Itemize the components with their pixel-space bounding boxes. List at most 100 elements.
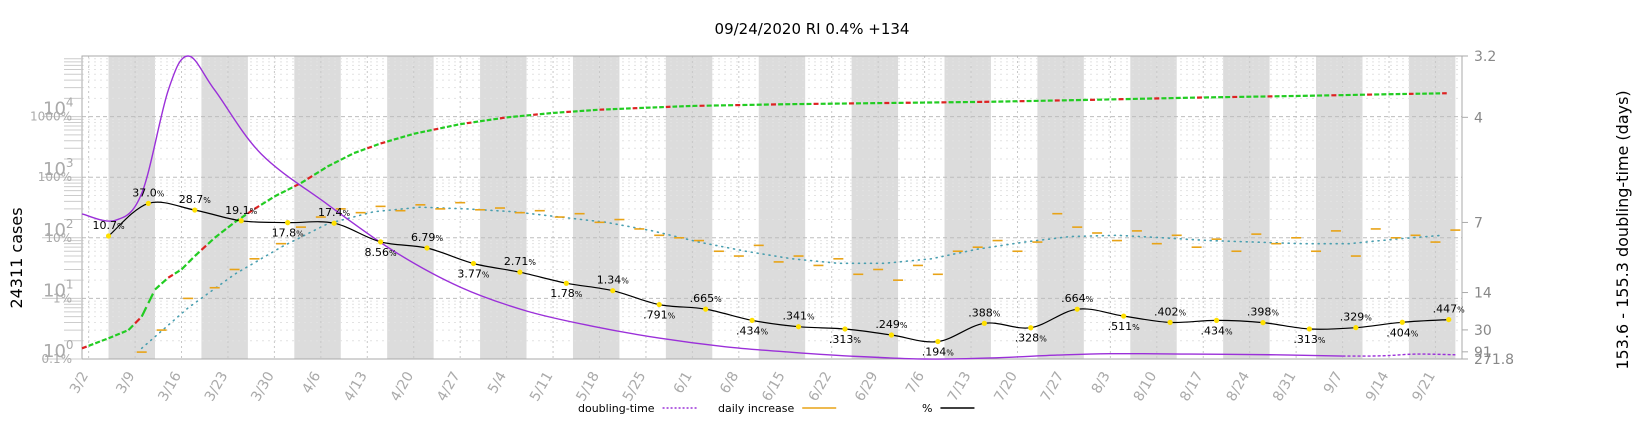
y-tick-label-doubling: 30	[1474, 323, 1492, 339]
week-band	[1408, 56, 1456, 359]
cases-segment	[287, 186, 293, 191]
cases-segment	[114, 332, 121, 337]
cases-segment	[333, 159, 340, 165]
cases-segment	[353, 150, 360, 155]
y-tick-label-cases: 103	[43, 156, 74, 180]
percent-marker	[285, 220, 291, 226]
week-band	[572, 56, 620, 359]
cases-segment	[127, 324, 134, 331]
percent-marker	[1167, 319, 1173, 325]
percent-marker	[1213, 317, 1220, 323]
percent-data-label: .447%	[1433, 303, 1466, 316]
week-band	[1316, 56, 1363, 359]
percent-data-label: .313%	[1293, 333, 1326, 346]
percent-data-label: .664%	[1061, 292, 1094, 305]
y-tick-label-doubling: 4	[1474, 110, 1483, 126]
x-tick-label: 4/13	[341, 369, 371, 404]
x-tick-label: 5/11	[527, 369, 557, 404]
x-tick-label: 6/22	[806, 369, 836, 404]
percent-marker	[470, 260, 477, 267]
y-axis-left-label: 24311 cases	[7, 207, 26, 308]
cases-segment	[440, 126, 446, 130]
y-tick-label-percent: 1000%	[30, 110, 72, 124]
cases-segment	[406, 133, 413, 137]
percent-marker	[656, 301, 662, 308]
percent-data-label: .313%	[829, 333, 862, 346]
chart-title: 09/24/2020 RI 0.4% +134	[715, 20, 910, 38]
x-tick-label: 8/31	[1270, 369, 1300, 404]
cases-segment	[306, 175, 313, 180]
cases-segment	[194, 250, 201, 257]
legend-label: doubling-time	[578, 402, 655, 415]
x-tick-label: 5/4	[485, 369, 510, 397]
x-tick-label: 9/14	[1363, 369, 1393, 404]
week-band	[294, 56, 341, 359]
percent-data-label: 1.78%	[550, 287, 583, 300]
percent-marker	[105, 233, 112, 239]
x-tick-label: 9/7	[1321, 369, 1346, 397]
cases-segment	[200, 244, 207, 251]
legend-label: daily increase	[718, 402, 794, 415]
week-band	[944, 56, 991, 359]
cases-segment	[446, 124, 452, 129]
percent-data-label: .249%	[875, 318, 908, 331]
x-tick-label: 3/16	[155, 369, 185, 404]
y-tick-label-cases: 104	[43, 96, 74, 120]
cases-segment	[373, 143, 379, 147]
x-tick-label: 6/1	[671, 369, 696, 397]
y-tick-label-doubling: 91	[1474, 345, 1492, 361]
y-tick-label-doubling: 7	[1474, 215, 1483, 231]
cases-segment	[214, 233, 221, 239]
percent-data-label: .404%	[1386, 326, 1419, 339]
y-tick-label-percent: 10%	[45, 231, 72, 245]
y-axis-right-label: 153.6 - 155.3 doubling-time (days)	[1613, 90, 1632, 369]
x-tick-label: 7/27	[1038, 369, 1068, 404]
x-tick-label: 6/8	[717, 369, 742, 397]
cases-segment	[207, 238, 214, 245]
percent-data-label: .511%	[1108, 320, 1141, 333]
percent-marker	[517, 269, 523, 275]
percent-marker	[563, 280, 569, 286]
week-band	[758, 56, 806, 359]
percent-marker	[331, 220, 337, 226]
cases-segment	[426, 129, 432, 133]
cases-segment	[167, 273, 174, 279]
cases-segment	[147, 293, 154, 304]
cases-segment	[300, 179, 307, 185]
cases-segment	[280, 189, 287, 195]
x-tick-label: 3/30	[248, 369, 278, 404]
week-band	[201, 56, 248, 359]
cases-segment	[160, 278, 167, 285]
cases-segment	[320, 166, 327, 172]
percent-marker	[1260, 320, 1266, 326]
cases-segment	[247, 209, 254, 215]
percent-marker	[1028, 325, 1034, 331]
series-doubling-time	[81, 55, 1343, 360]
y-tick-label-cases: 100	[43, 338, 74, 362]
legend: doubling-time daily increase%	[578, 402, 975, 415]
percent-marker	[192, 207, 198, 213]
cases-segment	[380, 141, 386, 145]
legend-label: %	[922, 402, 932, 415]
cases-segment	[493, 117, 499, 121]
week-band	[108, 56, 155, 359]
x-tick-label: 3/23	[202, 369, 232, 404]
percent-data-label: .791%	[643, 309, 676, 322]
percent-marker	[935, 338, 941, 345]
cases-segment	[81, 345, 88, 350]
cases-segment	[220, 228, 227, 234]
percent-data-label: .434%	[736, 324, 769, 337]
week-band	[851, 56, 899, 359]
x-tick-label: 8/17	[1177, 369, 1207, 404]
percent-marker	[238, 218, 244, 224]
cases-segment	[386, 139, 393, 143]
data-labels: 10.7% 37.0% 28.7% 19.1% 17.8% 17.4% 8.56% 6.79%…	[92, 186, 1465, 358]
x-tick-label: 4/20	[388, 369, 418, 404]
percent-marker	[842, 326, 848, 332]
percent-marker	[1306, 326, 1313, 332]
y-tick-label-percent: 0.1%	[42, 352, 73, 366]
y-tick-label-cases: 102	[43, 217, 74, 241]
x-tick-label: 8/3	[1089, 369, 1114, 397]
percent-data-label: .398%	[1247, 306, 1280, 319]
percent-data-label: .329%	[1340, 311, 1373, 324]
